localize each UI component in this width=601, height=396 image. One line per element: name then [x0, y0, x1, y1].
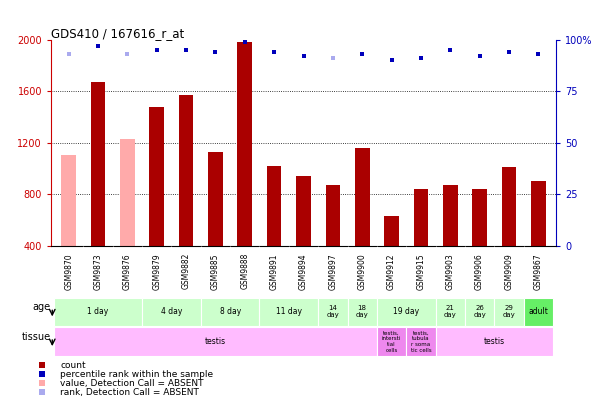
Bar: [201, 298, 260, 326]
Bar: [384, 216, 399, 246]
Text: GSM9879: GSM9879: [152, 253, 161, 289]
Text: 26
day: 26 day: [473, 305, 486, 318]
Text: GSM9873: GSM9873: [94, 253, 103, 289]
Text: percentile rank within the sample: percentile rank within the sample: [60, 370, 213, 379]
Bar: [502, 167, 516, 246]
Bar: [406, 327, 436, 356]
Text: GSM9885: GSM9885: [211, 253, 220, 289]
Bar: [267, 166, 281, 246]
Text: age: age: [32, 303, 50, 312]
Text: 29
day: 29 day: [502, 305, 515, 318]
Text: 8 day: 8 day: [219, 307, 241, 316]
Text: GDS410 / 167616_r_at: GDS410 / 167616_r_at: [51, 27, 185, 40]
Bar: [355, 148, 370, 246]
Bar: [347, 298, 377, 326]
Text: GSM9903: GSM9903: [446, 253, 455, 289]
Text: 4 day: 4 day: [160, 307, 182, 316]
Bar: [377, 327, 406, 356]
Text: GSM9867: GSM9867: [534, 253, 543, 289]
Bar: [54, 327, 377, 356]
Text: GSM9891: GSM9891: [270, 253, 279, 289]
Bar: [436, 327, 553, 356]
Text: 19 day: 19 day: [393, 307, 419, 316]
Bar: [237, 42, 252, 246]
Bar: [443, 185, 457, 246]
Bar: [465, 298, 494, 326]
Bar: [120, 139, 135, 246]
Text: GSM9876: GSM9876: [123, 253, 132, 289]
Bar: [91, 82, 105, 246]
Text: GSM9870: GSM9870: [64, 253, 73, 289]
Bar: [377, 298, 436, 326]
Text: value, Detection Call = ABSENT: value, Detection Call = ABSENT: [60, 379, 204, 388]
Bar: [260, 298, 318, 326]
Text: GSM9897: GSM9897: [328, 253, 337, 289]
Text: GSM9894: GSM9894: [299, 253, 308, 289]
Bar: [296, 176, 311, 246]
Bar: [318, 298, 347, 326]
Text: GSM9900: GSM9900: [358, 253, 367, 289]
Bar: [531, 181, 546, 246]
Text: 14
day: 14 day: [326, 305, 339, 318]
Text: GSM9882: GSM9882: [182, 253, 191, 289]
Text: 21
day: 21 day: [444, 305, 457, 318]
Text: testis,
intersti
tial
cells: testis, intersti tial cells: [382, 330, 401, 353]
Bar: [178, 95, 194, 246]
Text: testis: testis: [484, 337, 505, 346]
Text: adult: adult: [528, 307, 548, 316]
Text: count: count: [60, 361, 86, 369]
Text: GSM9888: GSM9888: [240, 253, 249, 289]
Bar: [61, 155, 76, 246]
Bar: [523, 298, 553, 326]
Text: tissue: tissue: [22, 332, 50, 342]
Text: 1 day: 1 day: [87, 307, 109, 316]
Bar: [326, 185, 340, 246]
Text: GSM9906: GSM9906: [475, 253, 484, 289]
Text: testis: testis: [205, 337, 226, 346]
Text: 18
day: 18 day: [356, 305, 368, 318]
Bar: [413, 189, 429, 246]
Bar: [208, 152, 223, 246]
Text: rank, Detection Call = ABSENT: rank, Detection Call = ABSENT: [60, 388, 199, 396]
Text: GSM9915: GSM9915: [416, 253, 426, 289]
Bar: [472, 189, 487, 246]
Bar: [436, 298, 465, 326]
Bar: [54, 298, 142, 326]
Bar: [494, 298, 523, 326]
Text: 11 day: 11 day: [276, 307, 302, 316]
Text: testis,
tubula
r soma
tic cells: testis, tubula r soma tic cells: [410, 330, 432, 353]
Text: GSM9909: GSM9909: [504, 253, 513, 289]
Bar: [142, 298, 201, 326]
Bar: [150, 107, 164, 246]
Text: GSM9912: GSM9912: [387, 253, 396, 289]
